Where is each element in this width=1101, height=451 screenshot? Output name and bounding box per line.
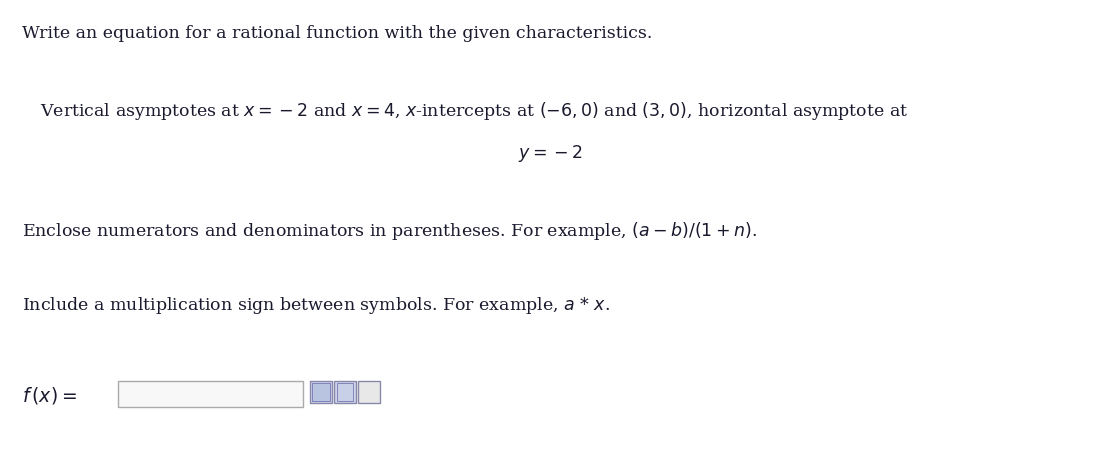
Text: Include a multiplication sign between symbols. For example, $a$ * $x$.: Include a multiplication sign between sy…	[22, 295, 610, 316]
FancyBboxPatch shape	[118, 381, 303, 407]
Text: $f\,(x) =$: $f\,(x) =$	[22, 385, 77, 406]
Text: $y = -2$: $y = -2$	[519, 143, 582, 164]
FancyBboxPatch shape	[312, 383, 330, 401]
Text: Enclose numerators and denominators in parentheses. For example, $(a - b)/ (1 + : Enclose numerators and denominators in p…	[22, 220, 757, 242]
FancyBboxPatch shape	[358, 381, 380, 403]
FancyBboxPatch shape	[337, 383, 353, 401]
FancyBboxPatch shape	[310, 381, 333, 403]
FancyBboxPatch shape	[334, 381, 356, 403]
Text: Vertical asymptotes at $x = -2$ and $x = 4$, $x$-intercepts at $(-6,0)$ and $(3,: Vertical asymptotes at $x = -2$ and $x =…	[40, 100, 908, 122]
Text: Write an equation for a rational function with the given characteristics.: Write an equation for a rational functio…	[22, 25, 653, 42]
